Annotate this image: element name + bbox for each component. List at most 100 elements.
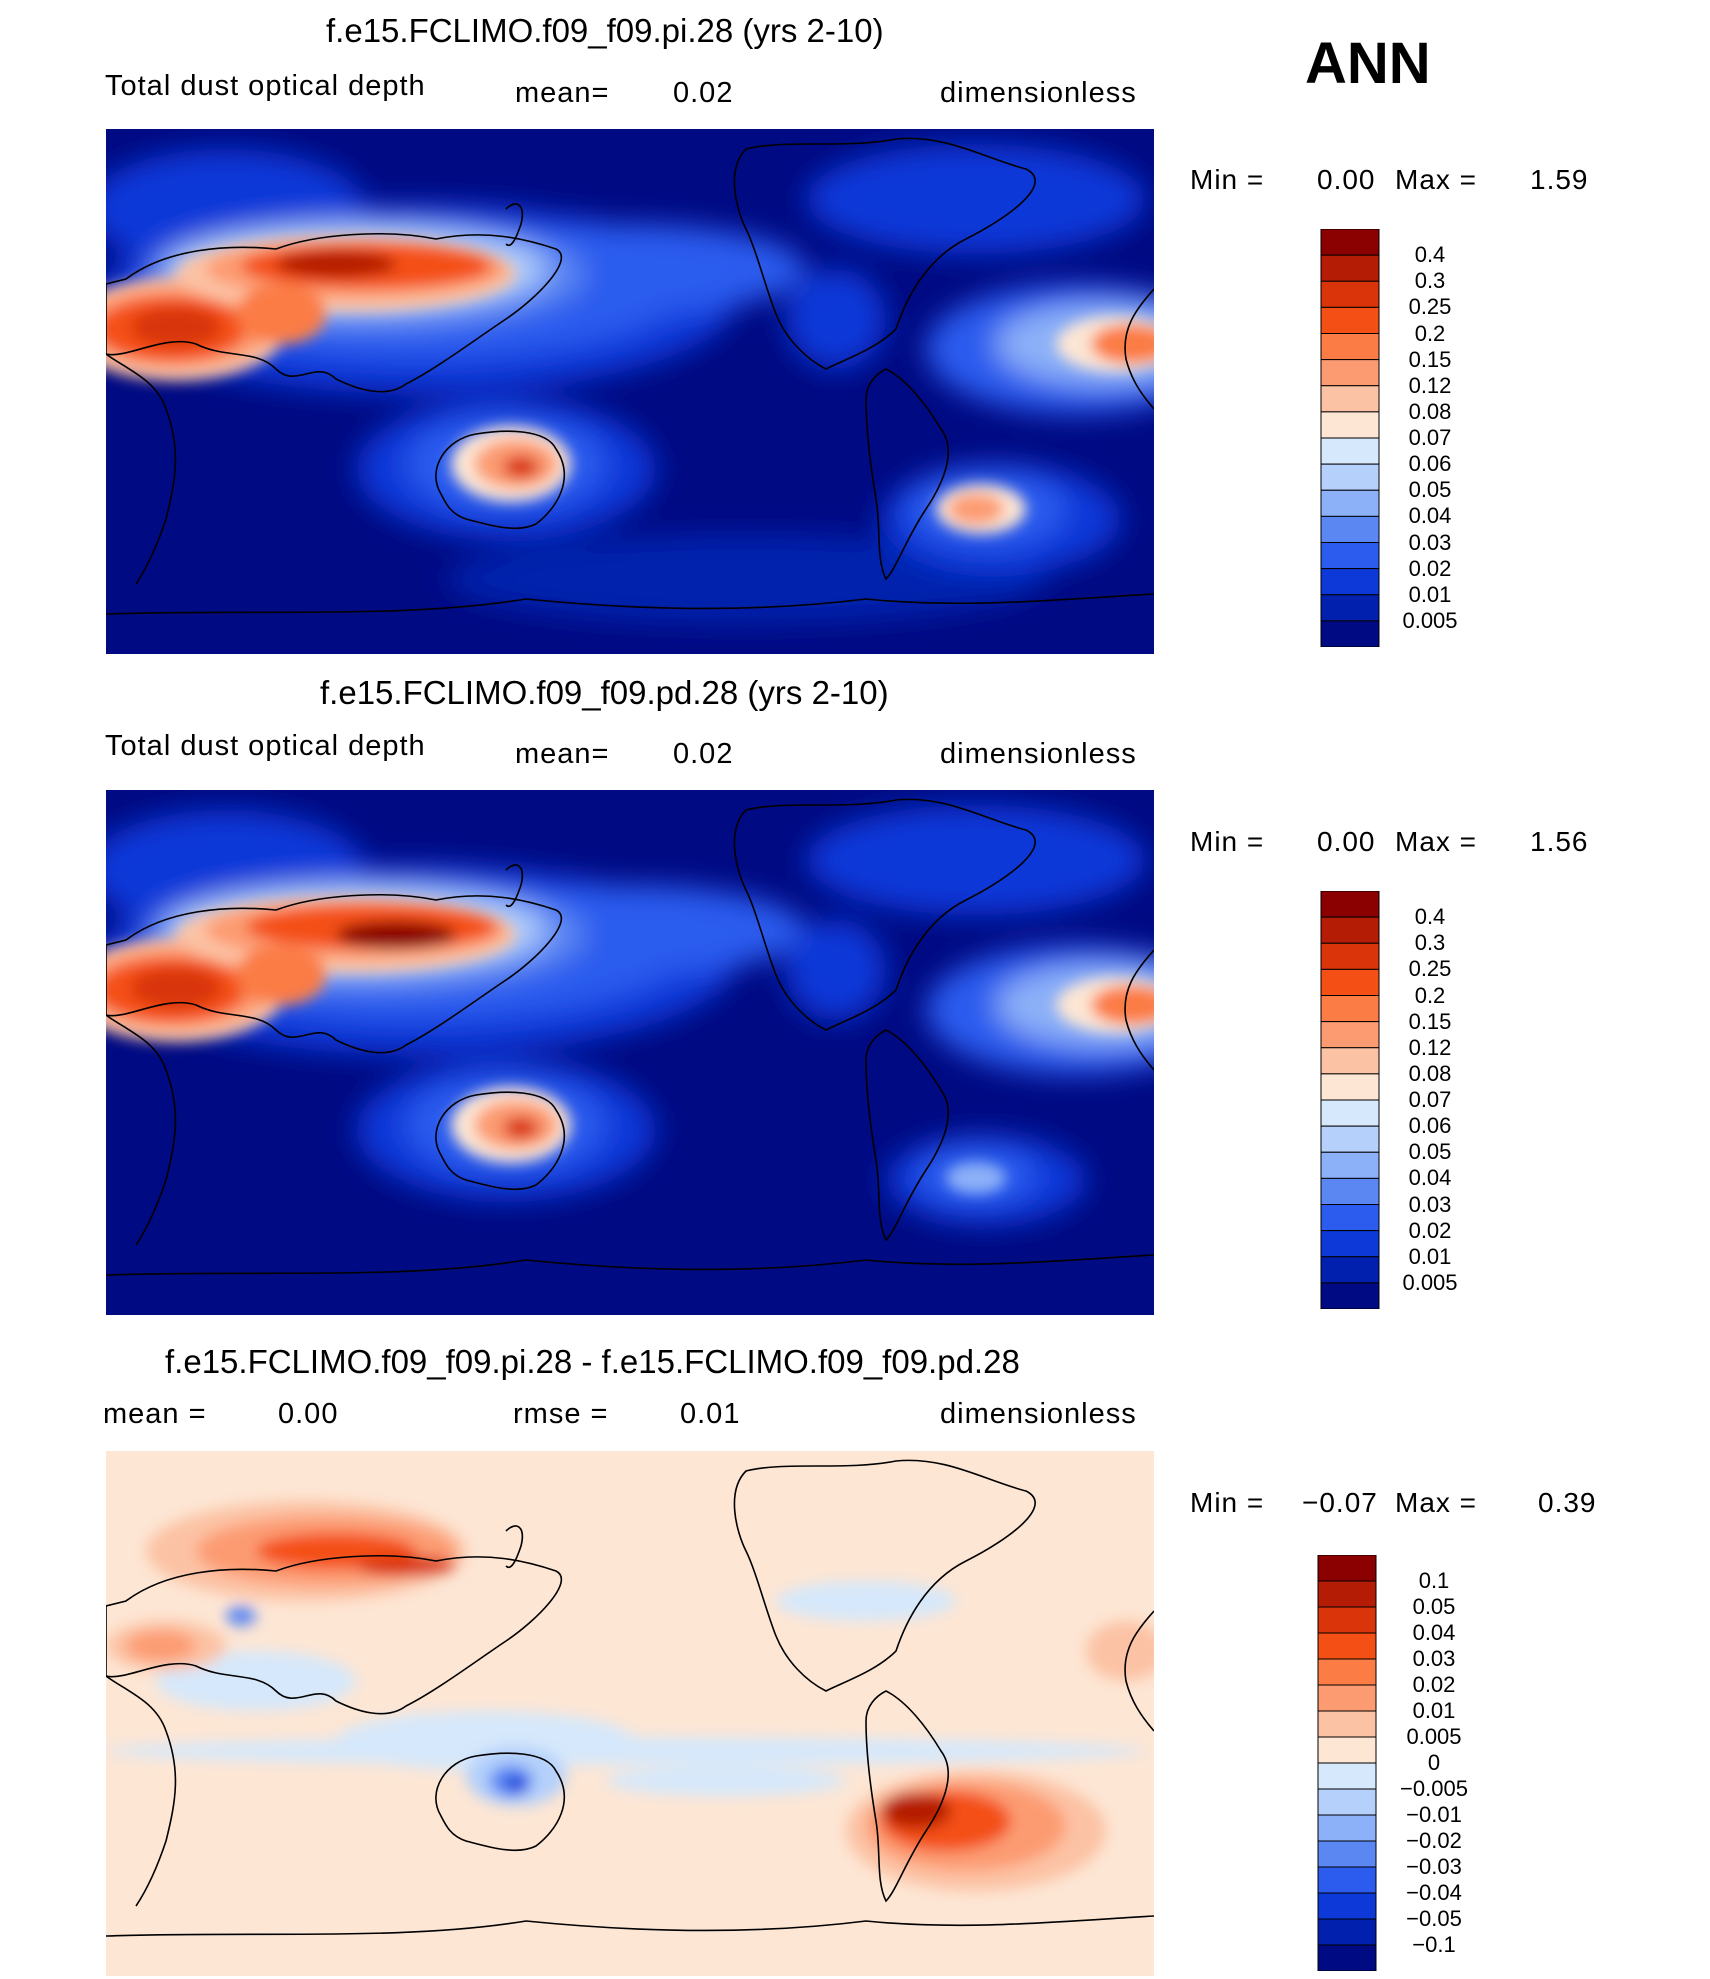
- panel2-colorbar-labels: 0.4 0.3 0.25 0.2 0.15 0.12 0.08 0.07 0.06 0.05 0.0…: [1390, 891, 1470, 1309]
- colorbar-label: 0.07: [1408, 425, 1452, 450]
- colorbar-label: 0.06: [1408, 1113, 1452, 1139]
- colorbar-label: 0.08: [1408, 1060, 1452, 1086]
- colorbar-label: 0.2: [1414, 982, 1446, 1008]
- colorbar-label: 0.3: [1414, 930, 1446, 956]
- colorbar-swatch: [1320, 916, 1380, 944]
- colorbar-swatch: [1320, 385, 1380, 413]
- panel1-max-value: 1.59: [1530, 164, 1589, 195]
- colorbar-label: 0.12: [1408, 1034, 1452, 1060]
- colorbar-label: 0.15: [1408, 346, 1452, 372]
- panel1-colorbar: [1320, 229, 1380, 647]
- colorbar-label: 0.05: [1412, 1594, 1456, 1619]
- colorbar-label: 0.2: [1414, 320, 1446, 346]
- colorbar-label: −0.005: [1400, 1776, 1468, 1801]
- colorbar-swatch: [1320, 437, 1380, 465]
- colorbar-swatch: [1320, 254, 1380, 282]
- colorbar-label: 0.4: [1414, 904, 1446, 930]
- colorbar-label: 0.12: [1408, 372, 1452, 398]
- panel3-rmse-label: rmse =: [513, 1398, 609, 1430]
- panel2-variable: Total dust optical depth: [105, 730, 426, 762]
- panel1-title: f.e15.FCLIMO.f09_f09.pi.28 (yrs 2-10): [326, 12, 884, 49]
- colorbar-swatch: [1320, 306, 1380, 334]
- panel3-min-value: −0.07: [1302, 1487, 1378, 1518]
- colorbar-label: 0.07: [1408, 1087, 1452, 1112]
- colorbar-swatch: [1317, 1710, 1377, 1738]
- colorbar-label: 0.005: [1402, 1269, 1458, 1295]
- panel1-colorbar-labels: 0.4 0.3 0.25 0.2 0.15 0.12 0.08 0.07 0.06 0.05 0.0…: [1390, 229, 1470, 647]
- colorbar-swatch: [1317, 1632, 1377, 1660]
- colorbar-swatch: [1320, 515, 1380, 543]
- colorbar-swatch: [1317, 1606, 1377, 1634]
- colorbar-label: 0.05: [1408, 477, 1452, 503]
- colorbar-swatch: [1317, 1944, 1377, 1971]
- colorbar-swatch: [1320, 620, 1380, 647]
- colorbar-swatch: [1320, 1177, 1380, 1205]
- colorbar-swatch: [1317, 1684, 1377, 1712]
- panel3-units: dimensionless: [940, 1398, 1137, 1430]
- colorbar-label: −0.03: [1406, 1854, 1462, 1879]
- panel3-max-label: Max =: [1395, 1487, 1478, 1518]
- colorbar-swatch: [1320, 463, 1380, 491]
- colorbar-swatch: [1320, 891, 1380, 918]
- season-label: ANN: [1305, 31, 1431, 96]
- panel2-min-label: Min =: [1190, 826, 1265, 857]
- colorbar-swatch: [1317, 1580, 1377, 1608]
- panel2-min-value: 0.00: [1317, 826, 1376, 857]
- colorbar-label: 0.4: [1414, 242, 1446, 268]
- colorbar-swatch: [1320, 280, 1380, 308]
- panel3-rmse-value: 0.01: [680, 1398, 741, 1430]
- panel1-min-label: Min =: [1190, 164, 1265, 195]
- colorbar-swatch: [1317, 1658, 1377, 1686]
- colorbar-label: 0.005: [1406, 1724, 1462, 1749]
- colorbar-label: 0.04: [1408, 503, 1452, 529]
- colorbar-label: 0.15: [1408, 1008, 1452, 1034]
- colorbar-swatch: [1320, 1021, 1380, 1049]
- colorbar-swatch: [1320, 1256, 1380, 1284]
- colorbar-label: 0.3: [1414, 268, 1446, 294]
- panel3-min-label: Min =: [1190, 1487, 1265, 1518]
- colorbar-label: 0.25: [1408, 956, 1452, 982]
- colorbar-label: 0.03: [1408, 529, 1452, 555]
- colorbar-swatch: [1320, 568, 1380, 596]
- colorbar-label: 0.04: [1408, 1165, 1452, 1191]
- panel1-mean-label: mean=: [515, 77, 610, 109]
- colorbar-label: 0.01: [1408, 1243, 1452, 1269]
- colorbar-swatch: [1320, 942, 1380, 970]
- panel1-colorbar-swatches: [1320, 229, 1380, 647]
- panel3-title: f.e15.FCLIMO.f09_f09.pi.28 - f.e15.FCLIM…: [165, 1343, 1020, 1380]
- panel2-max-label: Max =: [1395, 826, 1478, 857]
- panel3-mean-value: 0.00: [278, 1398, 339, 1430]
- panel1-min-value: 0.00: [1317, 164, 1376, 195]
- panel3-colorbar-labels: 0.1 0.05 0.04 0.03 0.02 0.01 0.005 0 −0.005 −0.01…: [1386, 1555, 1482, 1971]
- panel2-units: dimensionless: [940, 738, 1137, 770]
- colorbar-swatch: [1317, 1840, 1377, 1868]
- colorbar-label: 0.005: [1402, 607, 1458, 633]
- colorbar-swatch: [1317, 1866, 1377, 1894]
- colorbar-label: 0.03: [1412, 1646, 1456, 1671]
- panel1-mean-value: 0.02: [673, 77, 734, 109]
- panel3-map: [106, 1451, 1154, 1976]
- panel2-title: f.e15.FCLIMO.f09_f09.pd.28 (yrs 2-10): [320, 674, 889, 711]
- colorbar-label: 0.02: [1408, 1217, 1452, 1243]
- panel2-colorbar-swatches: [1320, 891, 1380, 1309]
- colorbar-swatch: [1320, 594, 1380, 622]
- colorbar-label: 0.03: [1408, 1191, 1452, 1217]
- panel3-max-value: 0.39: [1538, 1487, 1597, 1518]
- colorbar-swatch: [1320, 968, 1380, 996]
- colorbar-swatch: [1320, 1230, 1380, 1258]
- panel2-max-value: 1.56: [1530, 826, 1589, 857]
- colorbar-label: 0: [1427, 1750, 1441, 1775]
- colorbar-label: −0.04: [1406, 1880, 1462, 1905]
- colorbar-label: 0.02: [1412, 1672, 1456, 1697]
- panel1-map: [106, 129, 1154, 654]
- colorbar-label: 0.1: [1418, 1568, 1450, 1593]
- colorbar-swatch: [1320, 1151, 1380, 1179]
- colorbar-label: 0.06: [1408, 451, 1452, 477]
- colorbar-label: −0.01: [1406, 1802, 1462, 1827]
- panel2-map: [106, 790, 1154, 1315]
- colorbar-swatch: [1317, 1788, 1377, 1816]
- colorbar-swatch: [1320, 359, 1380, 387]
- colorbar-swatch: [1317, 1762, 1377, 1790]
- panel3-colorbar: [1317, 1555, 1377, 1971]
- colorbar-label: 0.08: [1408, 398, 1452, 424]
